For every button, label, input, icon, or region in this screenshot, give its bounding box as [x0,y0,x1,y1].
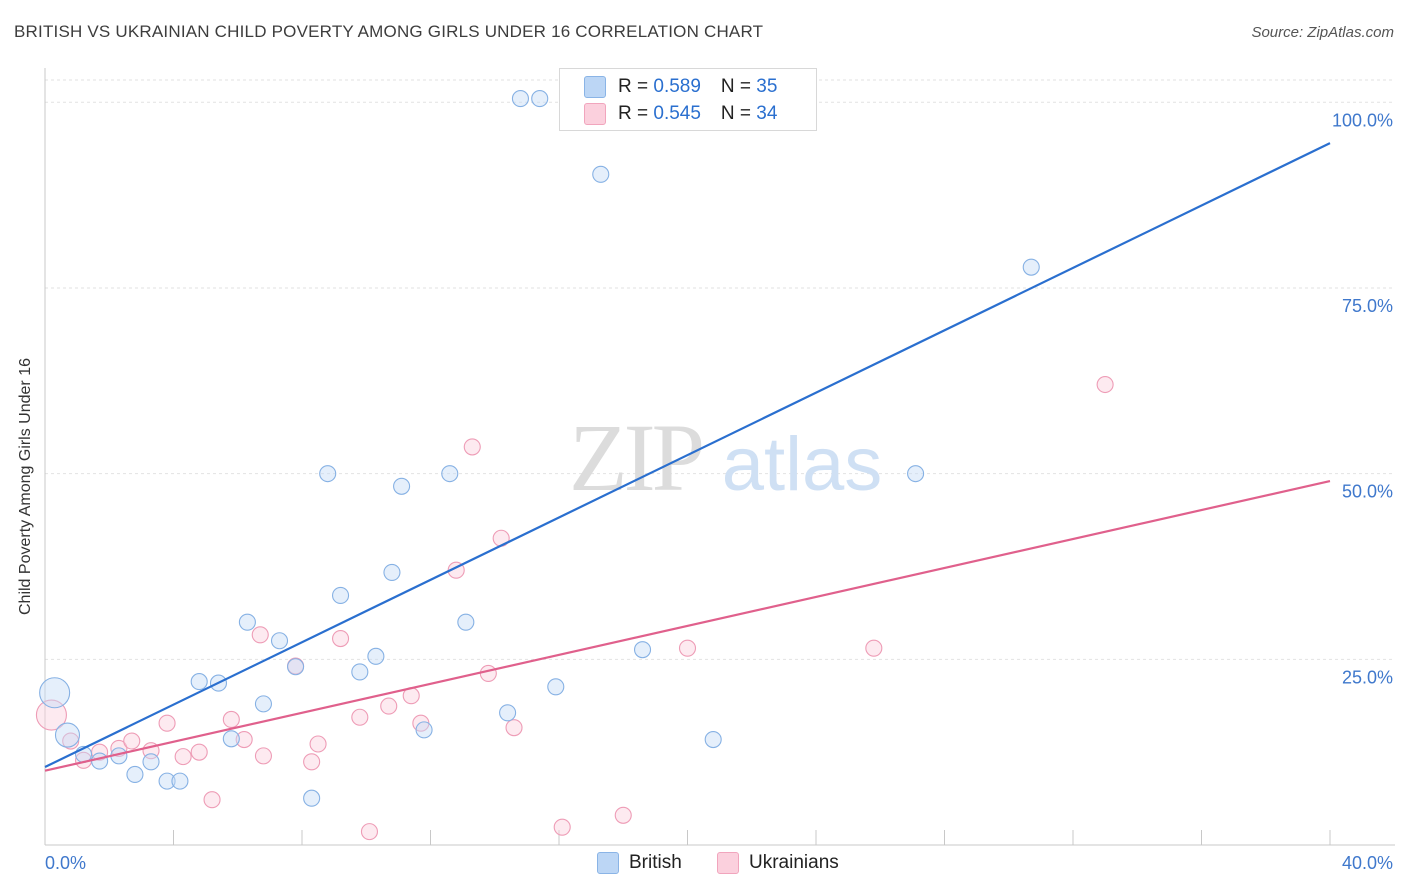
british-point [511,90,530,108]
trend-lines [44,142,1331,772]
ukrainians-point [553,818,571,836]
british-point [54,722,81,748]
british-point [531,90,549,108]
british-point [142,753,160,771]
watermark: ZIP atlas [569,404,882,511]
ukrainians-point [309,735,327,753]
british-point [238,613,256,631]
ukrainians-n-label: N = [720,103,757,124]
ukrainians-point [865,639,883,657]
y-tick-label: 100.0% [1332,110,1393,130]
british-point [303,789,321,807]
ukrainians-n-value: 34 [756,103,778,124]
ukrainians-point [351,708,369,726]
chart-title: BRITISH VS UKRAINIAN CHILD POVERTY AMONG… [14,22,764,41]
ukrainians-point [303,753,321,771]
british-n-label: N = [720,76,757,97]
ukrainians-point [360,823,379,841]
british-point [126,765,144,783]
british-point [457,613,475,631]
british-point [91,752,109,770]
ukrainians-trend-line [44,479,1331,772]
ukrainians-point [505,719,523,737]
british-point [704,730,722,749]
legend-row-british: R = 0.589 N = 35 [584,75,778,99]
y-axis-label: Child Poverty Among Girls Under 16 [17,358,34,615]
source-label: Source: ZipAtlas.com [1251,24,1394,41]
british-point [158,772,176,790]
x-tick-label: 0.0% [45,853,86,873]
ukrainians-point [123,732,141,750]
british-point [331,586,350,604]
british-point [592,165,610,183]
british-r-value: 0.589 [653,76,701,97]
british-point [1022,258,1040,276]
ukrainians-point [1096,375,1114,394]
ukrainians-swatch [584,103,606,125]
ukrainians-point [479,664,497,682]
british-point [190,673,208,691]
ukrainians-r-value: 0.545 [653,103,701,124]
ukrainians-point [380,697,398,715]
ukrainians-legend-swatch [717,852,739,874]
ukrainians-legend-label: Ukrainians [749,852,839,873]
british-point [39,677,71,709]
british-point [415,721,433,739]
ukrainians-point [614,806,632,824]
british-point [222,730,240,748]
british-point [499,704,517,722]
ukrainians-point [203,791,221,809]
british-point [254,695,273,713]
ukrainians-point [331,629,350,648]
british-point [907,465,925,483]
british-legend-swatch [597,852,619,874]
british-swatch [584,76,606,98]
ukrainians-point [222,710,240,729]
ukrainians-point [158,714,176,732]
y-tick-label: 25.0% [1342,667,1393,687]
ukrainians-r-label: R = [618,103,654,124]
british-points [39,90,1040,807]
british-point [287,658,305,676]
ukrainians-point [251,626,269,644]
british-point [351,663,369,681]
y-tick-label: 75.0% [1342,296,1393,316]
british-r-label: R = [618,76,654,97]
british-point [383,563,401,581]
bottom-legend-british[interactable]: British [597,852,682,874]
ukrainians-point [190,743,208,761]
ukrainians-point [463,438,481,456]
british-point [367,647,385,665]
legend-row-ukrainians: R = 0.545 N = 34 [584,102,778,126]
watermark-atlas: atlas [722,422,883,507]
ukrainians-point [678,639,697,657]
tick-labels: 25.0% 50.0% 75.0% 100.0% 0.0% 40.0% [45,110,1393,873]
axes [44,68,1395,846]
british-point [319,465,337,483]
bottom-legend-ukrainians[interactable]: Ukrainians [717,852,839,874]
y-tick-label: 50.0% [1342,482,1393,502]
grid-lines [45,79,1395,660]
british-point [393,477,411,495]
ukrainians-point [174,748,192,766]
british-trend-line [44,142,1331,769]
ukrainians-point [254,747,273,765]
british-n-value: 35 [756,76,778,97]
ukrainians-point [235,730,253,749]
british-point [441,465,459,483]
british-point [547,678,565,696]
british-point [633,641,652,659]
british-legend-label: British [629,852,682,873]
correlation-legend: R = 0.589 N = 35 R = 0.545 N = 34 [559,68,817,131]
british-point [270,632,289,650]
british-point [171,772,189,790]
x-tick-label: 40.0% [1342,853,1393,873]
